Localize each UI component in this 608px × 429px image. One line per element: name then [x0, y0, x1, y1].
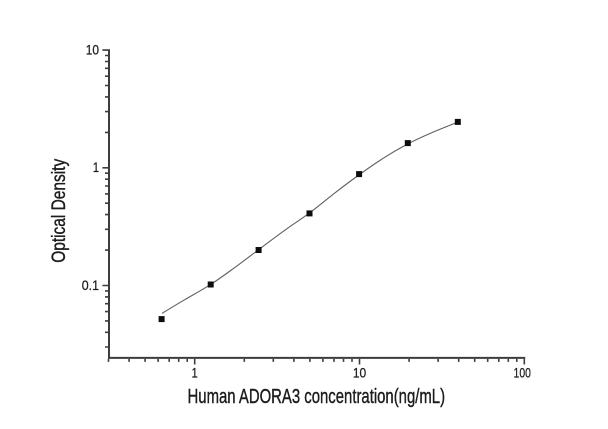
svg-text:1: 1 — [192, 365, 198, 381]
svg-text:Optical Density: Optical Density — [48, 159, 70, 263]
svg-text:10: 10 — [86, 42, 99, 58]
svg-text:1: 1 — [93, 159, 99, 175]
svg-text:100: 100 — [514, 365, 531, 381]
svg-text:Human ADORA3 concentration(ng/: Human ADORA3 concentration(ng/mL) — [188, 386, 446, 408]
svg-text:0.1: 0.1 — [82, 277, 99, 293]
svg-text:10: 10 — [353, 365, 366, 381]
